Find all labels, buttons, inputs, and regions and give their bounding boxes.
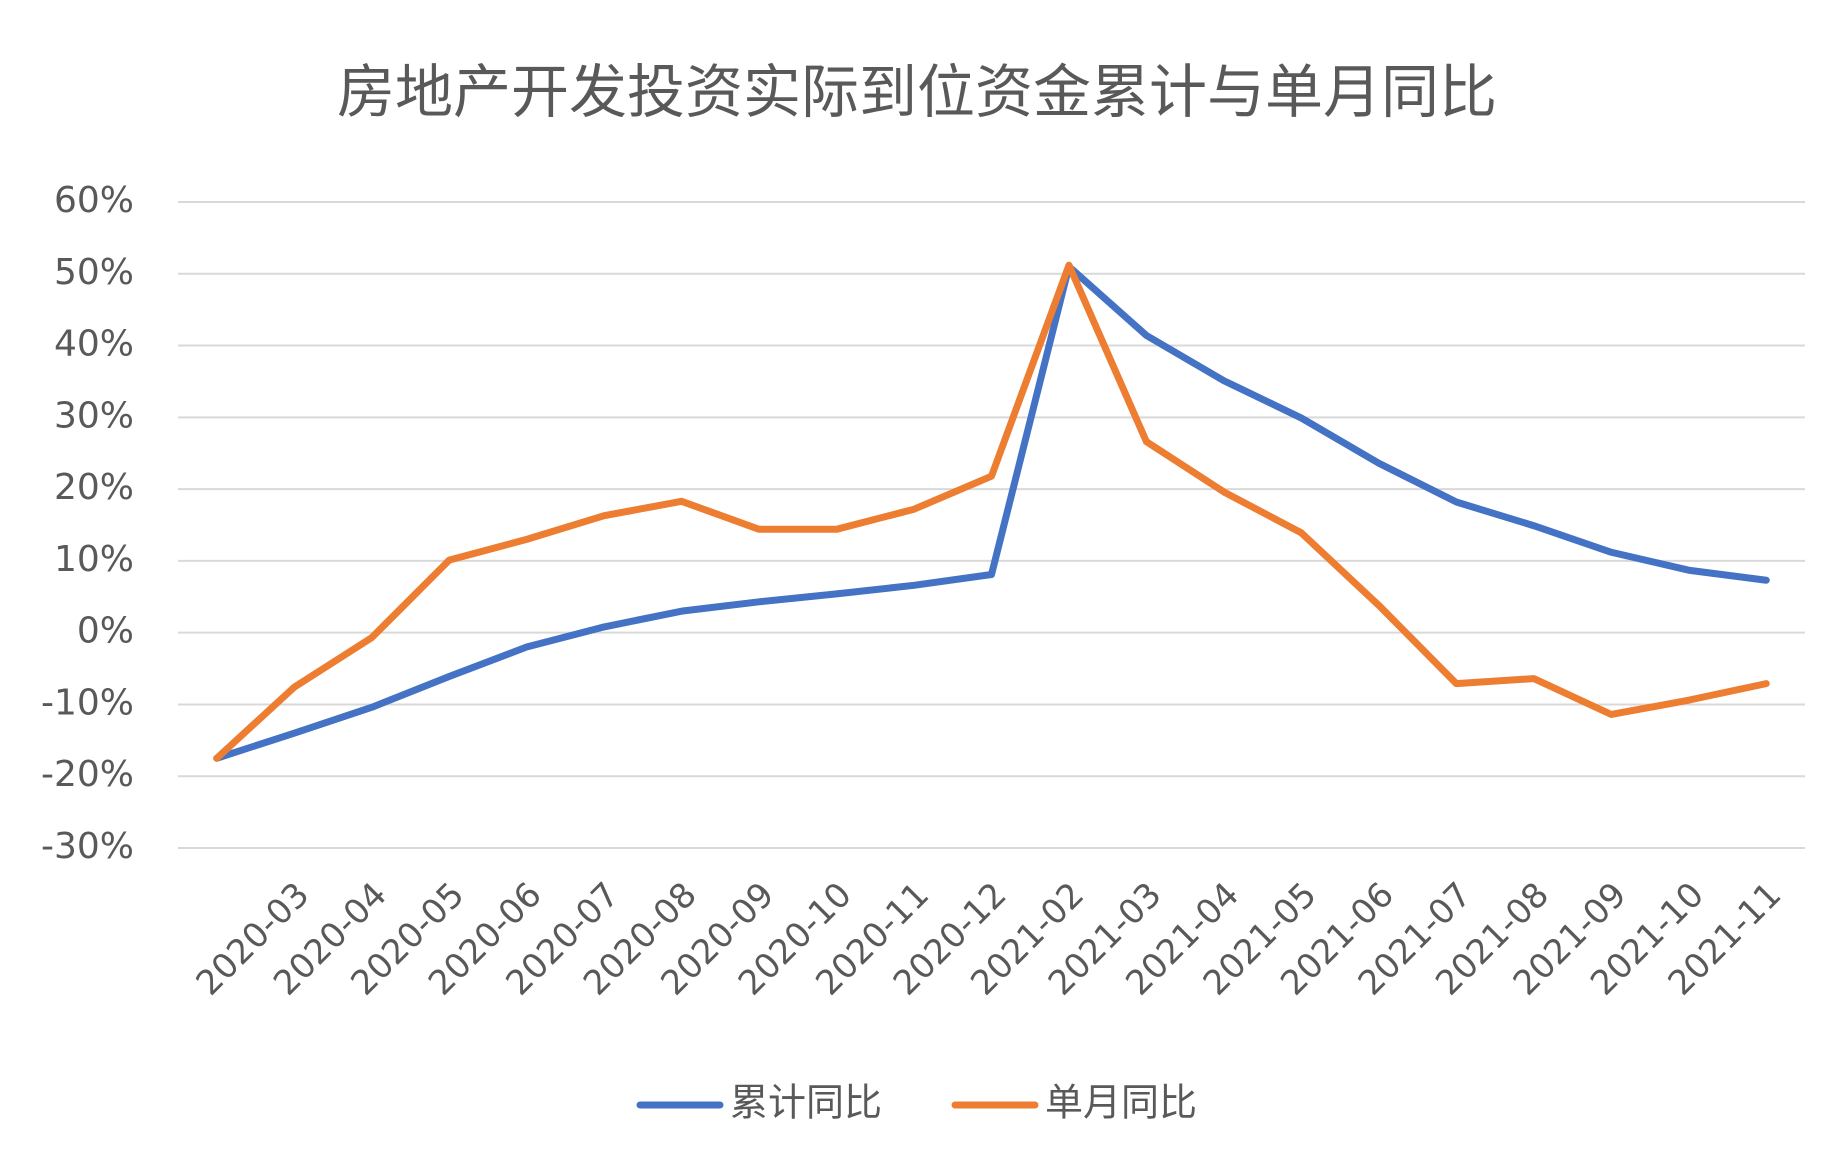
legend-label: 单月同比 [1045, 1081, 1197, 1125]
y-tick-label: 20% [54, 467, 134, 508]
series-line [213, 261, 1770, 762]
y-tick-label: 30% [54, 395, 134, 436]
chart-title: 房地产开发投资实际到位资金累计与单月同比 [337, 58, 1497, 126]
y-tick-label: 60% [54, 180, 134, 221]
y-tick-label: -10% [41, 682, 134, 723]
y-tick-label: 0% [77, 611, 134, 652]
y-tick-label: 10% [54, 539, 134, 580]
y-tick-label: 50% [54, 252, 134, 293]
series-line [213, 263, 1770, 762]
y-tick-label: 40% [54, 324, 134, 365]
y-tick-label: -30% [41, 826, 134, 867]
legend-label: 累计同比 [730, 1081, 882, 1125]
y-tick-label: -20% [41, 754, 134, 795]
